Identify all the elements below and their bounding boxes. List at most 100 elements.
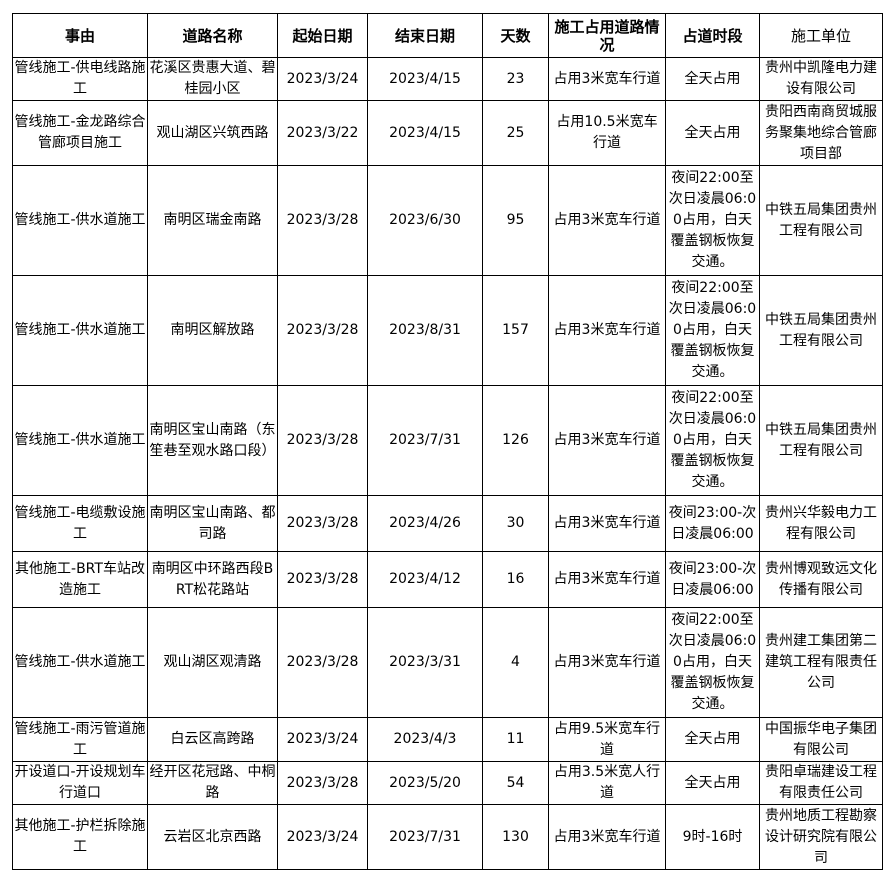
table-row: 管线施工-供电线路施工 花溪区贵惠大道、碧桂园小区 2023/3/24 2023/4/… xyxy=(12,57,883,101)
cell-occupancy: 占用3米宽车行道 xyxy=(548,804,666,870)
header-start-date: 起始日期 xyxy=(277,13,368,58)
cell-start-date: 2023/3/28 xyxy=(277,385,368,496)
cell-reason: 管线施工-供水道施工 xyxy=(12,275,148,386)
cell-end-date: 2023/4/12 xyxy=(367,551,483,608)
cell-road-name: 南明区瑞金南路 xyxy=(147,165,278,276)
cell-contractor: 贵州兴华毅电力工程有限公司 xyxy=(759,495,883,552)
cell-start-date: 2023/3/24 xyxy=(277,57,368,101)
cell-occupancy: 占用3米宽车行道 xyxy=(548,275,666,386)
header-road-name: 道路名称 xyxy=(147,13,278,58)
cell-road-name: 观山湖区观清路 xyxy=(147,607,278,718)
cell-end-date: 2023/7/31 xyxy=(367,385,483,496)
header-contractor: 施工单位 xyxy=(759,13,883,58)
cell-reason: 管线施工-供水道施工 xyxy=(12,607,148,718)
cell-reason: 开设道口-开设规划车行道口 xyxy=(12,761,148,805)
cell-occupancy: 占用3米宽车行道 xyxy=(548,551,666,608)
header-days: 天数 xyxy=(482,13,549,58)
cell-road-name: 经开区花冠路、中桐路 xyxy=(147,761,278,805)
cell-end-date: 2023/7/31 xyxy=(367,804,483,870)
cell-reason: 管线施工-金龙路综合管廊项目施工 xyxy=(12,100,148,166)
cell-road-name: 花溪区贵惠大道、碧桂园小区 xyxy=(147,57,278,101)
cell-days: 157 xyxy=(482,275,549,386)
cell-road-name: 南明区解放路 xyxy=(147,275,278,386)
cell-contractor: 贵州中凯隆电力建设有限公司 xyxy=(759,57,883,101)
cell-occupancy: 占用3米宽车行道 xyxy=(548,385,666,496)
header-row: 事由 道路名称 起始日期 结束日期 天数 施工占用道路情况 占道时段 施工单位 xyxy=(12,13,883,58)
cell-days: 11 xyxy=(482,717,549,762)
cell-days: 30 xyxy=(482,495,549,552)
cell-days: 126 xyxy=(482,385,549,496)
cell-end-date: 2023/4/26 xyxy=(367,495,483,552)
cell-occupancy: 占用3米宽车行道 xyxy=(548,57,666,101)
header-reason: 事由 xyxy=(12,13,148,58)
cell-contractor: 贵州建工集团第二建筑工程有限责任公司 xyxy=(759,607,883,718)
cell-reason: 管线施工-供电线路施工 xyxy=(12,57,148,101)
table-row: 管线施工-供水道施工 观山湖区观清路 2023/3/28 2023/3/31 4 占用3米… xyxy=(12,607,883,718)
cell-time-period: 全天占用 xyxy=(665,761,760,805)
cell-contractor: 贵阳卓瑞建设工程有限责任公司 xyxy=(759,761,883,805)
cell-days: 16 xyxy=(482,551,549,608)
header-time-period: 占道时段 xyxy=(665,13,760,58)
table-row: 管线施工-电缆敷设施工 南明区宝山南路、都司路 2023/3/28 2023/4/26… xyxy=(12,495,883,552)
cell-start-date: 2023/3/28 xyxy=(277,607,368,718)
cell-end-date: 2023/4/15 xyxy=(367,100,483,166)
table-row: 其他施工-BRT车站改造施工 南明区中环路西段BRT松花路站 2023/3/28 20… xyxy=(12,551,883,608)
cell-start-date: 2023/3/28 xyxy=(277,495,368,552)
cell-reason: 管线施工-供水道施工 xyxy=(12,385,148,496)
cell-occupancy: 占用10.5米宽车行道 xyxy=(548,100,666,166)
cell-reason: 其他施工-BRT车站改造施工 xyxy=(12,551,148,608)
cell-start-date: 2023/3/24 xyxy=(277,717,368,762)
cell-contractor: 中铁五局集团贵州工程有限公司 xyxy=(759,385,883,496)
cell-road-name: 南明区中环路西段BRT松花路站 xyxy=(147,551,278,608)
road-construction-table: 事由 道路名称 起始日期 结束日期 天数 施工占用道路情况 占道时段 施工单位 管线施工-供电… xyxy=(12,13,883,870)
table-row: 管线施工-供水道施工 南明区宝山南路（东笙巷至观水路口段） 2023/3/28 202… xyxy=(12,385,883,496)
cell-end-date: 2023/4/15 xyxy=(367,57,483,101)
cell-occupancy: 占用3米宽车行道 xyxy=(548,607,666,718)
cell-time-period: 夜间23:00-次日凌晨06:00 xyxy=(665,495,760,552)
table-row: 管线施工-供水道施工 南明区解放路 2023/3/28 2023/8/31 157 占用3… xyxy=(12,275,883,386)
cell-time-period: 9时-16时 xyxy=(665,804,760,870)
cell-time-period: 夜间22:00至次日凌晨06:00占用，白天覆盖钢板恢复交通。 xyxy=(665,165,760,276)
cell-contractor: 贵阳西南商贸城服务聚集地综合管廊项目部 xyxy=(759,100,883,166)
cell-reason: 其他施工-护栏拆除施工 xyxy=(12,804,148,870)
cell-time-period: 全天占用 xyxy=(665,57,760,101)
cell-occupancy: 占用3.5米宽人行道 xyxy=(548,761,666,805)
cell-road-name: 白云区高跨路 xyxy=(147,717,278,762)
cell-time-period: 全天占用 xyxy=(665,717,760,762)
cell-start-date: 2023/3/28 xyxy=(277,761,368,805)
cell-contractor: 中铁五局集团贵州工程有限公司 xyxy=(759,275,883,386)
header-occupancy: 施工占用道路情况 xyxy=(548,13,666,58)
cell-contractor: 中国振华电子集团有限公司 xyxy=(759,717,883,762)
cell-end-date: 2023/5/20 xyxy=(367,761,483,805)
table-row: 开设道口-开设规划车行道口 经开区花冠路、中桐路 2023/3/28 2023/5/2… xyxy=(12,761,883,805)
cell-days: 95 xyxy=(482,165,549,276)
cell-days: 23 xyxy=(482,57,549,101)
cell-road-name: 南明区宝山南路、都司路 xyxy=(147,495,278,552)
cell-road-name: 南明区宝山南路（东笙巷至观水路口段） xyxy=(147,385,278,496)
cell-days: 130 xyxy=(482,804,549,870)
table-row: 管线施工-供水道施工 南明区瑞金南路 2023/3/28 2023/6/30 95 占用3… xyxy=(12,165,883,276)
cell-end-date: 2023/8/31 xyxy=(367,275,483,386)
cell-start-date: 2023/3/24 xyxy=(277,804,368,870)
cell-occupancy: 占用9.5米宽车行道 xyxy=(548,717,666,762)
cell-time-period: 夜间22:00至次日凌晨06:00占用，白天覆盖钢板恢复交通。 xyxy=(665,385,760,496)
table-row: 管线施工-雨污管道施工 白云区高跨路 2023/3/24 2023/4/3 11 占用9.… xyxy=(12,717,883,762)
cell-reason: 管线施工-雨污管道施工 xyxy=(12,717,148,762)
cell-start-date: 2023/3/22 xyxy=(277,100,368,166)
cell-start-date: 2023/3/28 xyxy=(277,165,368,276)
cell-occupancy: 占用3米宽车行道 xyxy=(548,495,666,552)
cell-road-name: 观山湖区兴筑西路 xyxy=(147,100,278,166)
cell-time-period: 夜间23:00-次日凌晨06:00 xyxy=(665,551,760,608)
cell-contractor: 中铁五局集团贵州工程有限公司 xyxy=(759,165,883,276)
cell-end-date: 2023/4/3 xyxy=(367,717,483,762)
cell-reason: 管线施工-电缆敷设施工 xyxy=(12,495,148,552)
cell-days: 4 xyxy=(482,607,549,718)
cell-days: 25 xyxy=(482,100,549,166)
cell-end-date: 2023/6/30 xyxy=(367,165,483,276)
cell-road-name: 云岩区北京西路 xyxy=(147,804,278,870)
cell-start-date: 2023/3/28 xyxy=(277,275,368,386)
header-end-date: 结束日期 xyxy=(367,13,483,58)
table-row: 其他施工-护栏拆除施工 云岩区北京西路 2023/3/24 2023/7/31 130 占… xyxy=(12,804,883,870)
cell-time-period: 夜间22:00至次日凌晨06:00占用，白天覆盖钢板恢复交通。 xyxy=(665,607,760,718)
cell-reason: 管线施工-供水道施工 xyxy=(12,165,148,276)
